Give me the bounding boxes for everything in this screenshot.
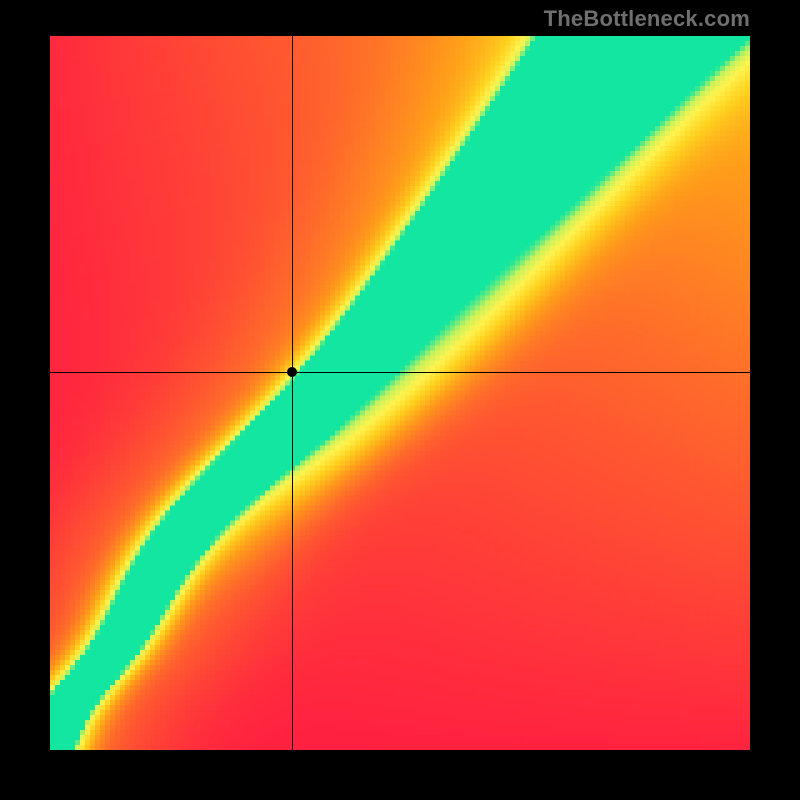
crosshair-marker bbox=[287, 367, 297, 377]
watermark-text: TheBottleneck.com bbox=[544, 6, 750, 32]
crosshair-vertical bbox=[292, 36, 293, 750]
plot-area bbox=[50, 36, 750, 750]
heatmap-canvas bbox=[50, 36, 750, 750]
crosshair-horizontal bbox=[50, 372, 750, 373]
chart-frame: TheBottleneck.com bbox=[0, 0, 800, 800]
